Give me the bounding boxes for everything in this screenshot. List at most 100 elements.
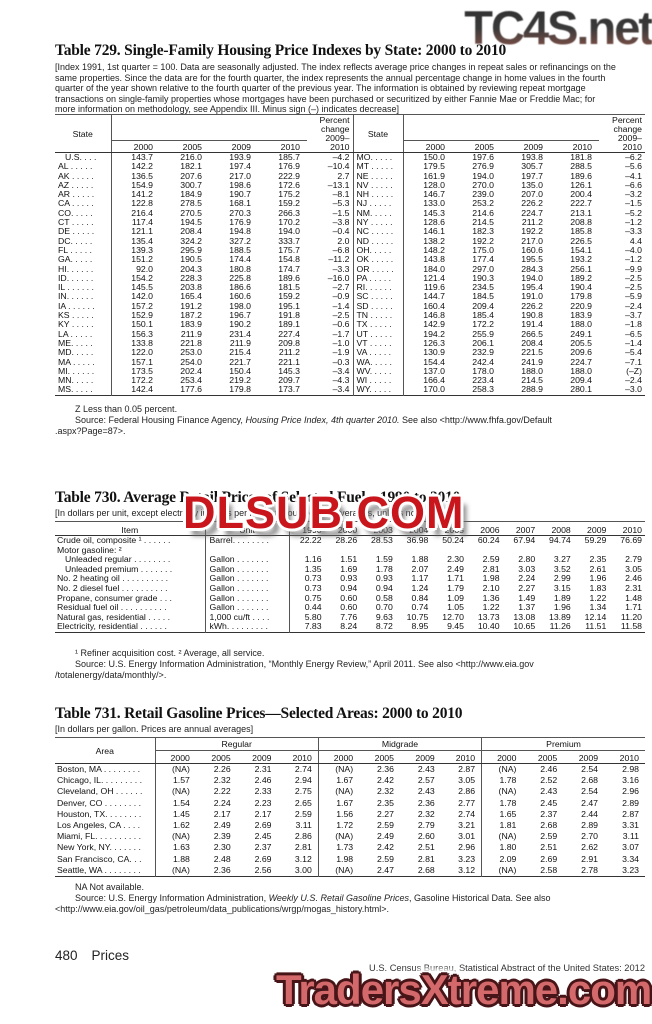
cell: 2.79: [417, 820, 435, 831]
cell: 7.83: [304, 622, 322, 632]
cell: 288.9: [521, 385, 543, 395]
cell: 207.0: [521, 190, 543, 200]
cell: Gallon . . . . . . .: [205, 593, 290, 604]
page-footer-left: 480 Prices: [55, 948, 129, 963]
cell: 3.05: [625, 564, 642, 574]
cell: 2.49: [213, 820, 231, 831]
cell: 2.36: [417, 797, 435, 808]
table-row: KS . . . . . 152.9 187.2 196.7 191.8 –2.5 TN .…: [55, 311, 645, 321]
cell: TN . . . . .: [353, 311, 404, 321]
cell: 213.1: [570, 208, 592, 218]
cell: 135.0: [521, 180, 543, 190]
cell: –16.0: [307, 273, 354, 284]
cell: 3.15: [553, 583, 571, 593]
cell: 28.26: [335, 535, 358, 545]
cell: 2.7: [307, 171, 354, 181]
table-row: GA. . . . . 151.2 190.5 174.4 154.8 –11.2 OK .…: [55, 255, 645, 265]
cell: 2.87: [458, 764, 476, 774]
cell: 2.30: [447, 555, 464, 565]
cell: 221.1: [278, 357, 300, 367]
cell: 159.2: [278, 199, 300, 209]
cell: 133.8: [131, 338, 153, 348]
cell: 185.8: [570, 227, 592, 237]
cell: (NA): [481, 786, 523, 798]
cell: 2.43: [540, 786, 558, 797]
cell: 2.60: [417, 831, 435, 842]
cell: 189.6: [570, 171, 592, 181]
header-group-row: Area Regular Midgrade Premium: [55, 737, 645, 764]
cell: 2.59: [540, 831, 558, 842]
cell: 154.2: [131, 273, 153, 283]
cell: 297.0: [472, 264, 494, 274]
footnote-1-2: ¹ Refiner acquisition cost. ² Average, a…: [75, 648, 265, 658]
cell: 2.35: [589, 555, 607, 565]
source-text: , Gasoline Historical Data. See also: [408, 893, 551, 903]
cell: NM. . . . .: [353, 208, 404, 219]
cell: 183.9: [570, 311, 592, 321]
cell: 190.5: [180, 255, 202, 265]
cell: 2.98: [622, 764, 639, 774]
cell: 222.9: [278, 171, 300, 181]
cell: San Francisco, CA. . .: [55, 853, 156, 865]
column-header-year: 2000: [324, 521, 361, 536]
cell: 144.7: [423, 292, 445, 302]
cell: 255.9: [472, 329, 494, 339]
cell: (NA): [154, 831, 196, 843]
cell: 184.9: [180, 190, 202, 200]
column-header-year: 2008: [538, 521, 574, 536]
cell: 2.86: [458, 786, 476, 797]
cell: Residual fuel oil . . . . . . . . . .: [55, 603, 206, 613]
cell: 1.98: [317, 853, 360, 865]
cell: 148.2: [423, 245, 445, 255]
column-header-year: 2010: [609, 521, 645, 536]
cell: 2.70: [581, 831, 599, 842]
cell: 1.24: [411, 583, 429, 593]
cell: –0.6: [307, 320, 354, 330]
cell: 175.0: [472, 245, 494, 255]
table730-source-line2: /totalenergy/data/monthly/>.: [55, 670, 167, 680]
footnote-na: NA Not available.: [75, 882, 145, 892]
cell: MI. . . . . .: [55, 366, 112, 377]
cell: 154.4: [423, 357, 445, 367]
cell: 150.0: [423, 152, 445, 162]
cell: 2.49: [377, 831, 394, 842]
cell: 2.59: [294, 808, 312, 819]
cell: 195.5: [521, 255, 543, 265]
cell: (NA): [317, 831, 360, 843]
table-row: MS. . . . . 142.4 177.6 179.8 173.7 –3.4 WY. .…: [55, 385, 645, 396]
cell: No. 2 diesel fuel . . . . . . . . . .: [55, 583, 206, 594]
cell: 10.75: [406, 612, 429, 622]
cell: NE . . . . .: [353, 171, 404, 181]
column-header-year: 2005: [431, 521, 467, 536]
table729-source-line2: .aspx?Page=87>.: [55, 426, 126, 436]
cell: 4.4: [629, 236, 642, 246]
cell: 142.2: [131, 162, 153, 172]
cell: 2.35: [377, 797, 394, 808]
cell: 2.91: [581, 853, 599, 864]
table-row: DE . . . . . 121.1 208.4 194.8 194.0 –0.4 NC .…: [55, 227, 645, 237]
cell: 184.5: [472, 292, 494, 302]
cell: 159.2: [278, 292, 300, 302]
cell: 280.1: [570, 385, 592, 395]
cell: NJ . . . . .: [353, 199, 404, 209]
cell: 2.42: [377, 775, 394, 786]
cell: 2.32: [377, 786, 394, 797]
table731-source-line2: <http://www.eia.gov/oil_gas/petroleum/da…: [55, 904, 390, 914]
cell: 1.78: [481, 797, 523, 809]
cell: IL . . . . . .: [55, 283, 112, 293]
cell: 5.80: [304, 612, 322, 622]
watermark-tc4s: TC4S.net: [464, 1, 652, 54]
cell: 151.2: [131, 255, 153, 265]
cell: 2.81: [417, 853, 435, 864]
cell: 160.4: [423, 301, 445, 311]
cell: 3.23: [622, 864, 639, 875]
column-header-state-left: State: [55, 114, 112, 153]
cell: 59.29: [584, 535, 607, 545]
cell: 13.08: [513, 612, 536, 622]
column-header-year: 2003: [360, 521, 396, 536]
census-credit-line: U.S. Census Bureau, Statistical Abstract…: [369, 963, 645, 973]
cell: KY . . . . .: [55, 320, 112, 330]
cell: 2.69: [254, 820, 272, 831]
spanner-left: [111, 114, 307, 141]
column-header-unit: Unit: [205, 521, 290, 536]
